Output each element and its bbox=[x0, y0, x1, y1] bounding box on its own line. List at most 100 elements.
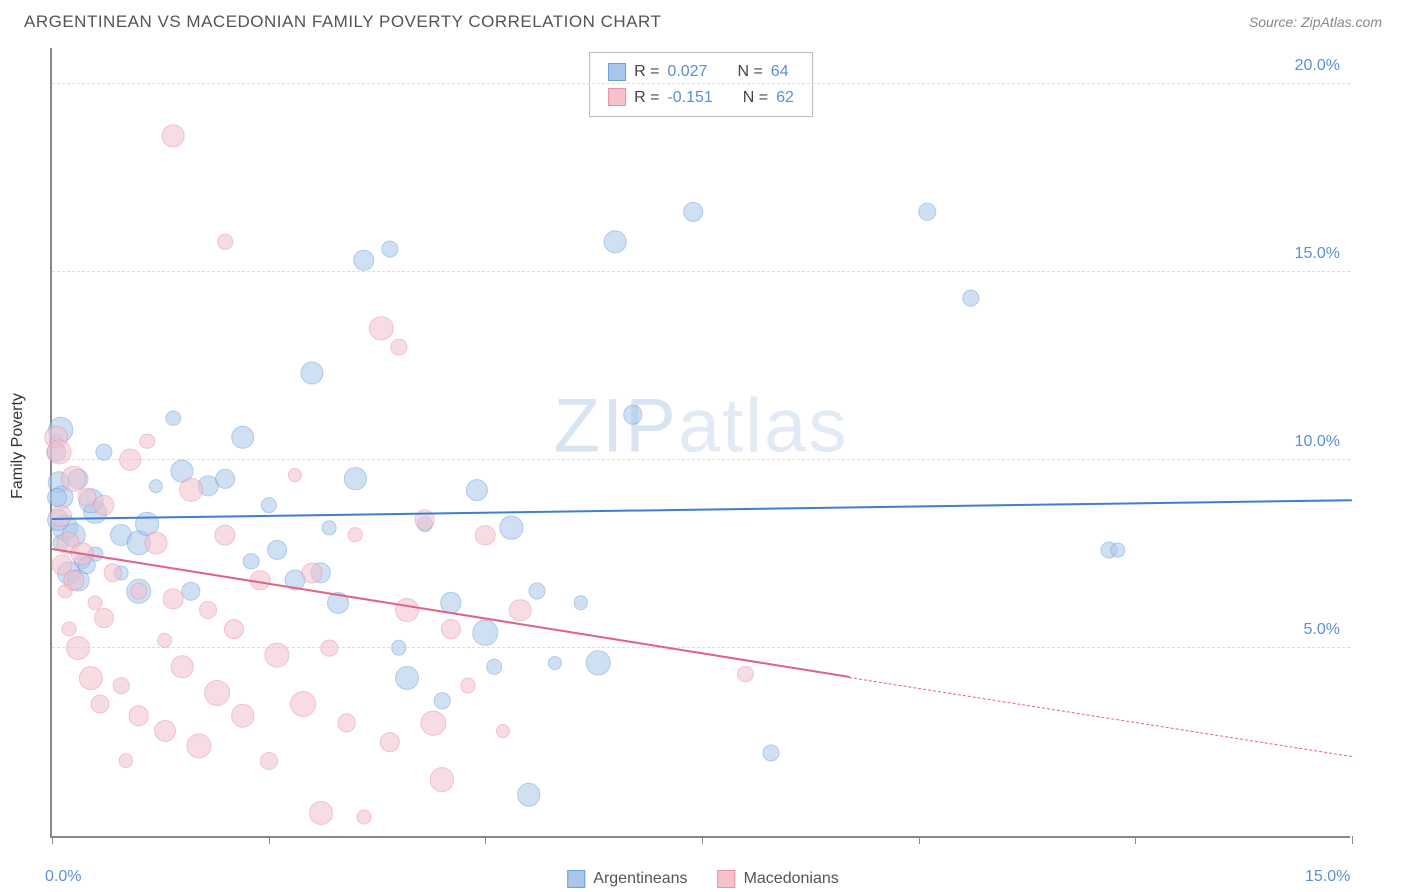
scatter-point bbox=[163, 589, 184, 610]
scatter-point bbox=[300, 362, 323, 385]
scatter-point bbox=[301, 562, 322, 583]
legend-n-label: N = bbox=[743, 85, 768, 111]
scatter-point bbox=[61, 466, 87, 492]
scatter-point bbox=[460, 678, 475, 693]
scatter-point bbox=[171, 655, 194, 678]
scatter-point bbox=[265, 643, 290, 668]
scatter-point bbox=[380, 732, 400, 752]
gridline bbox=[52, 83, 1350, 84]
scatter-point bbox=[199, 601, 217, 619]
scatter-point bbox=[466, 479, 488, 501]
trend-line bbox=[52, 548, 850, 678]
scatter-point bbox=[763, 745, 780, 762]
legend-series-label: Macedonians bbox=[744, 870, 839, 888]
scatter-point bbox=[140, 433, 155, 448]
x-tick bbox=[702, 836, 703, 844]
scatter-point bbox=[500, 516, 523, 539]
scatter-point bbox=[337, 714, 356, 733]
legend-n-value: 62 bbox=[776, 85, 794, 111]
scatter-point bbox=[391, 640, 406, 655]
scatter-point bbox=[473, 620, 498, 645]
scatter-point bbox=[309, 801, 333, 825]
scatter-point bbox=[475, 525, 496, 546]
x-tick bbox=[269, 836, 270, 844]
scatter-point bbox=[47, 488, 67, 508]
legend-top-row: R =-0.151N =62 bbox=[608, 85, 794, 111]
scatter-point bbox=[166, 411, 182, 427]
scatter-point bbox=[288, 468, 302, 482]
scatter-point bbox=[218, 234, 234, 250]
scatter-point bbox=[181, 582, 200, 601]
y-tick-label: 20.0% bbox=[1295, 57, 1340, 75]
scatter-point bbox=[919, 203, 937, 221]
scatter-point bbox=[604, 230, 627, 253]
plot-area: ZIPatlas R =0.027N =64R =-0.151N =62 5.0… bbox=[50, 48, 1350, 838]
legend-swatch bbox=[608, 88, 626, 106]
scatter-point bbox=[348, 528, 363, 543]
x-tick bbox=[485, 836, 486, 844]
x-tick bbox=[1352, 836, 1353, 844]
scatter-point bbox=[162, 125, 185, 148]
legend-bottom: Argentineans Macedonians bbox=[567, 870, 838, 888]
source-label: Source: bbox=[1249, 14, 1301, 30]
scatter-point bbox=[395, 598, 419, 622]
legend-r-value: 0.027 bbox=[667, 59, 707, 85]
legend-n-value: 64 bbox=[771, 59, 789, 85]
scatter-point bbox=[66, 636, 90, 660]
legend-r-label: R = bbox=[634, 59, 659, 85]
legend-r-label: R = bbox=[634, 85, 659, 111]
scatter-point bbox=[231, 425, 255, 449]
scatter-point bbox=[90, 695, 109, 714]
legend-swatch bbox=[718, 870, 736, 888]
scatter-point bbox=[93, 494, 114, 515]
legend-top-row: R = 0.027 N = 64 bbox=[608, 59, 794, 85]
scatter-point bbox=[496, 724, 510, 738]
watermark-part2: atlas bbox=[678, 384, 849, 469]
scatter-point bbox=[486, 659, 502, 675]
x-tick bbox=[52, 836, 53, 844]
trend-line bbox=[52, 499, 1352, 520]
gridline bbox=[52, 647, 1350, 648]
scatter-point bbox=[737, 666, 753, 682]
scatter-point bbox=[157, 633, 173, 649]
scatter-point bbox=[260, 752, 278, 770]
y-axis-title: Family Poverty bbox=[9, 393, 27, 499]
trend-line-extrapolated bbox=[849, 677, 1352, 757]
legend-n-label: N = bbox=[737, 59, 762, 85]
y-tick-label: 10.0% bbox=[1295, 433, 1340, 451]
scatter-point bbox=[261, 497, 277, 513]
scatter-point bbox=[1110, 542, 1125, 557]
scatter-point bbox=[94, 608, 114, 628]
scatter-point bbox=[215, 525, 236, 546]
scatter-point bbox=[322, 520, 337, 535]
legend-bottom-item: Argentineans bbox=[567, 870, 687, 888]
watermark-part1: ZIP bbox=[554, 384, 678, 469]
scatter-point bbox=[267, 540, 287, 560]
watermark: ZIPatlas bbox=[554, 383, 849, 470]
scatter-point bbox=[441, 619, 461, 639]
gridline bbox=[52, 271, 1350, 272]
legend-swatch bbox=[608, 63, 626, 81]
scatter-point bbox=[187, 733, 212, 758]
source-attribution: Source: ZipAtlas.com bbox=[1249, 14, 1382, 30]
x-axis-label-min: 0.0% bbox=[45, 868, 81, 886]
scatter-point bbox=[128, 705, 149, 726]
source-name: ZipAtlas.com bbox=[1301, 14, 1382, 30]
scatter-point bbox=[395, 666, 419, 690]
scatter-point bbox=[962, 289, 979, 306]
scatter-point bbox=[381, 241, 398, 258]
x-tick bbox=[919, 836, 920, 844]
scatter-point bbox=[529, 583, 546, 600]
scatter-point bbox=[430, 767, 454, 791]
scatter-point bbox=[215, 469, 235, 489]
scatter-point bbox=[113, 677, 129, 693]
legend-bottom-item: Macedonians bbox=[718, 870, 839, 888]
scatter-point bbox=[62, 622, 77, 637]
scatter-point bbox=[573, 596, 587, 610]
scatter-point bbox=[369, 316, 394, 341]
scatter-point bbox=[344, 468, 366, 490]
scatter-point bbox=[204, 680, 230, 706]
scatter-point bbox=[243, 553, 260, 570]
scatter-point bbox=[79, 666, 103, 690]
scatter-point bbox=[145, 531, 168, 554]
